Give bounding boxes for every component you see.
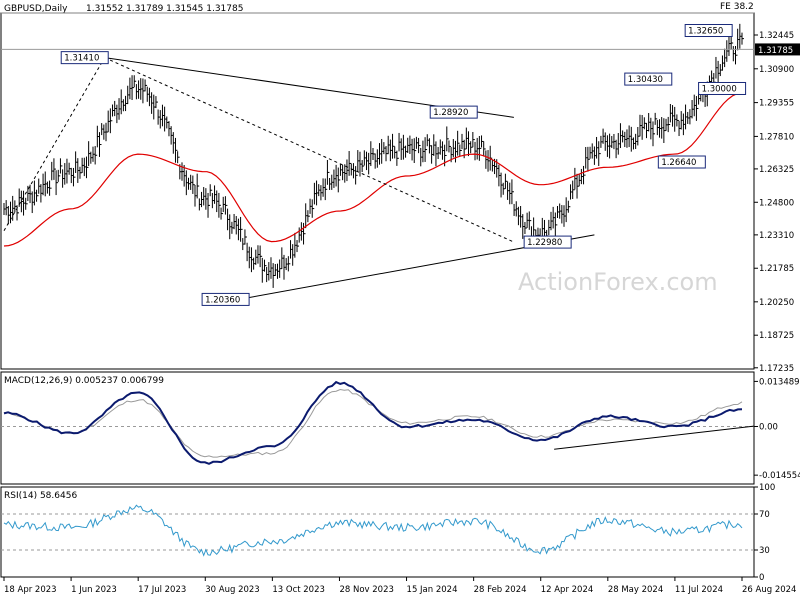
- price-annotation-box: [523, 235, 572, 249]
- x-tick-label: 28 Nov 2023: [339, 585, 393, 595]
- y-tick-label: 1.26325: [759, 165, 794, 175]
- price-panel-frame: [0, 12, 755, 370]
- x-tick-label: 28 Feb 2024: [474, 585, 527, 595]
- x-tick-label: 15 Jan 2024: [407, 585, 458, 595]
- price-annotation-label: 1.28920: [433, 108, 468, 118]
- fe-level-label: FE 38.2: [720, 2, 754, 12]
- y-tick-label: 0.00: [759, 422, 778, 432]
- x-tick-label: 26 Aug 2024: [742, 585, 796, 595]
- macd-line: [3, 380, 743, 465]
- chart-header-ohlc: 1.31552 1.31789 1.31545 1.31785: [86, 4, 243, 14]
- macd-plot: MACD(12,26,9) 0.005237 0.006799: [1, 376, 755, 465]
- price-annotations: 1.31410 1.28920 1.20360 1.22980 1.30430 1.326…: [60, 24, 747, 306]
- macd-signal-line: [3, 388, 743, 458]
- y-tick-label: 70: [759, 510, 770, 520]
- last-price-text: 1.31785: [758, 46, 793, 56]
- x-tick-label: 17 Jul 2023: [138, 585, 186, 595]
- x-tick-label: 18 Apr 2023: [4, 585, 57, 595]
- price-annotation-label: 1.22980: [527, 238, 562, 248]
- rsi-line: [3, 504, 743, 557]
- axes: 1.32445 1.30900 1.29355 1.27810 1.26325 1.248…: [3, 31, 800, 595]
- price-annotation-box: [60, 51, 109, 65]
- x-tick-label: 13 Oct 2023: [272, 585, 325, 595]
- rsi-plot: RSI(14) 58.6456: [1, 491, 754, 557]
- y-tick-label: 100: [759, 483, 775, 493]
- y-tick-label: 1.27810: [759, 132, 794, 142]
- price-annotation-box: [684, 24, 733, 38]
- price-annotation-box: [624, 72, 673, 86]
- x-tick-label: 28 May 2024: [608, 585, 663, 595]
- y-tick-label: 30: [759, 546, 770, 556]
- trendline: [3, 57, 106, 231]
- moving-average-line: [3, 92, 743, 247]
- x-tick-label: 30 Aug 2023: [205, 585, 259, 595]
- y-tick-label: 1.17235: [759, 364, 794, 374]
- price-annotation-label: 1.20360: [205, 295, 240, 305]
- y-tick-label: 0.013489: [759, 377, 800, 387]
- price-annotation-label: 1.32650: [688, 27, 723, 37]
- price-plot: 1.31785: [1, 23, 800, 300]
- price-annotation-label: 1.30430: [628, 75, 663, 85]
- y-tick-label: -0.014554: [759, 471, 800, 481]
- y-tick-label: 1.18725: [759, 331, 794, 341]
- price-annotation-box: [698, 81, 747, 95]
- price-annotation-box: [657, 155, 706, 169]
- y-tick-label: 1.30900: [759, 65, 794, 75]
- x-tick-label: 12 Apr 2024: [541, 585, 594, 595]
- y-tick-label: 1.21785: [759, 264, 794, 274]
- macd-header: MACD(12,26,9) 0.005237 0.006799: [4, 376, 164, 386]
- y-tick-label: 0: [759, 573, 764, 583]
- macd-panel-frame: [0, 371, 755, 485]
- y-tick-label: 1.20250: [759, 298, 794, 308]
- price-annotation-label: 1.26640: [661, 158, 696, 168]
- price-annotation-box: [429, 105, 478, 119]
- y-tick-label: 1.24800: [759, 198, 794, 208]
- macd-trendline: [554, 425, 755, 450]
- y-tick-label: 1.23310: [759, 231, 794, 241]
- last-price-tag: [755, 43, 800, 56]
- rsi-panel-frame: [0, 486, 755, 578]
- trendline: [104, 57, 515, 243]
- x-tick-label: 11 Jul 2024: [675, 585, 723, 595]
- price-annotation-label: 1.31410: [64, 54, 99, 64]
- x-tick-label: 1 Jun 2023: [71, 585, 117, 595]
- y-tick-label: 1.29355: [759, 99, 794, 109]
- watermark: ActionForex.com: [518, 268, 718, 296]
- chart-header-symbol: GBPUSD,Daily: [4, 4, 68, 14]
- price-annotation-box: [201, 292, 250, 306]
- y-tick-label: 1.32445: [759, 31, 794, 41]
- price-annotation-label: 1.30000: [702, 84, 737, 94]
- rsi-header: RSI(14) 58.6456: [4, 491, 77, 501]
